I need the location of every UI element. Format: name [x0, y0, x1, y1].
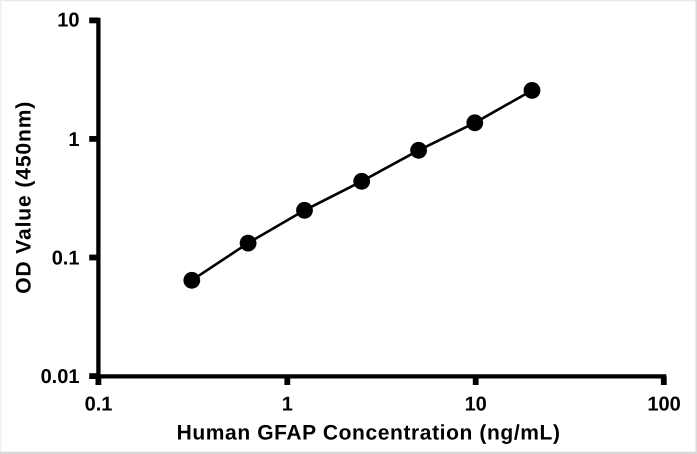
svg-text:0.01: 0.01	[41, 366, 80, 388]
svg-text:0.1: 0.1	[52, 247, 80, 269]
svg-text:1: 1	[68, 129, 79, 151]
svg-text:10: 10	[465, 393, 487, 415]
svg-text:OD Value (450nm): OD Value (450nm)	[13, 101, 36, 294]
svg-text:10: 10	[57, 10, 79, 32]
svg-text:1: 1	[282, 393, 293, 415]
svg-text:0.1: 0.1	[85, 393, 113, 415]
svg-text:Human GFAP Concentration (ng/m: Human GFAP Concentration (ng/mL)	[177, 422, 561, 445]
svg-text:100: 100	[647, 393, 680, 415]
